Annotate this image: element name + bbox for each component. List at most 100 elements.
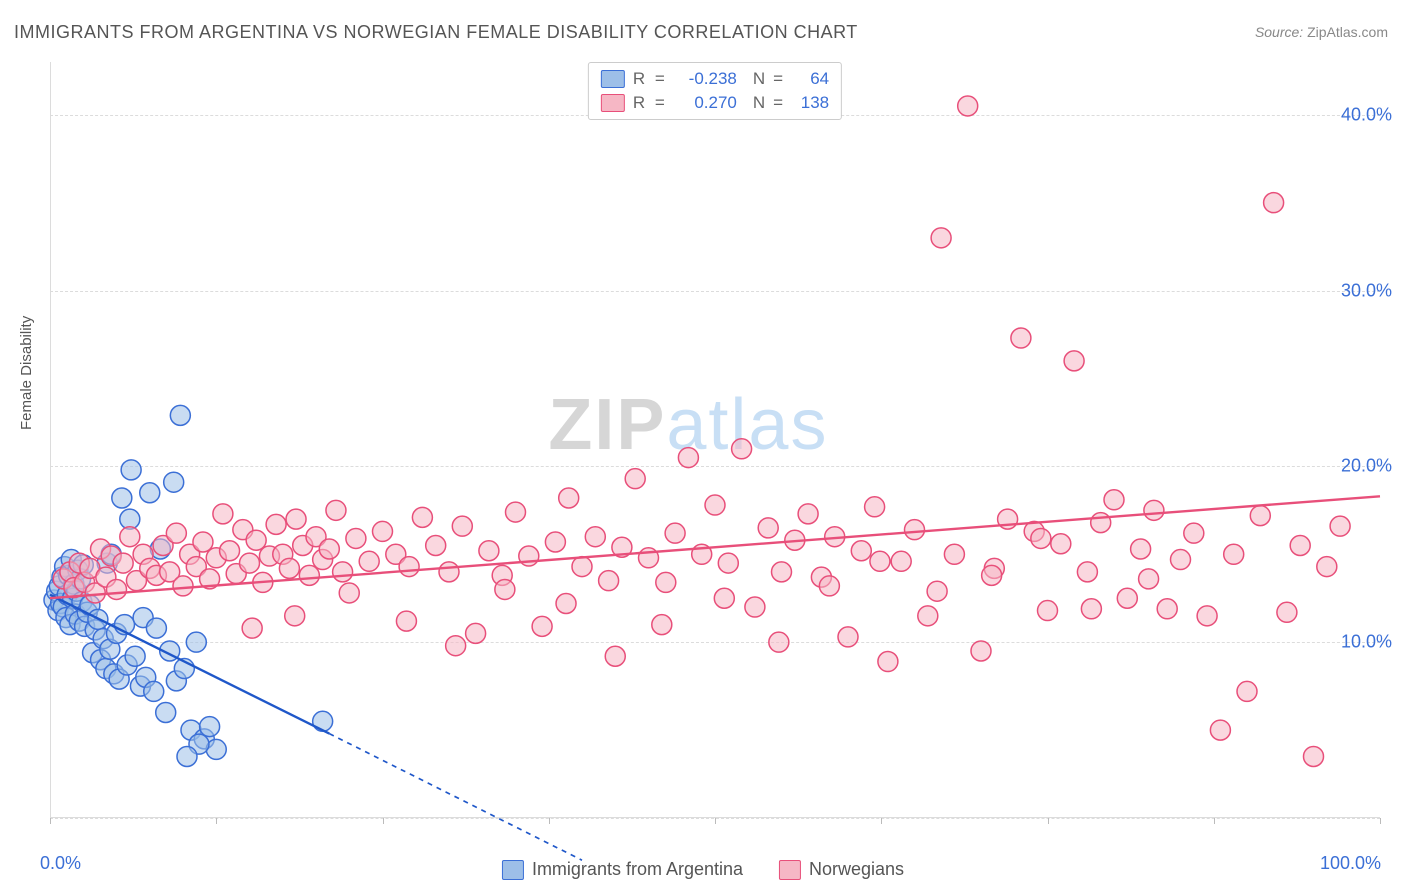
data-point-norwegians [326,500,346,520]
data-point-norwegians [479,541,499,561]
data-point-norwegians [426,535,446,555]
data-point-norwegians [373,521,393,541]
y-tick-label: 20.0% [1341,456,1392,477]
y-axis-label: Female Disability [18,316,35,430]
data-point-norwegians [213,504,233,524]
data-point-norwegians [396,611,416,631]
data-point-argentina [125,646,145,666]
data-point-norwegians [1104,490,1124,510]
data-point-norwegians [652,615,672,635]
data-point-norwegians [732,439,752,459]
data-point-argentina [313,711,333,731]
data-point-argentina [170,405,190,425]
x-tick [383,818,384,824]
data-point-norwegians [572,557,592,577]
data-point-norwegians [678,448,698,468]
data-point-norwegians [656,572,676,592]
data-point-norwegians [242,618,262,638]
data-point-norwegians [971,641,991,661]
data-point-norwegians [359,551,379,571]
data-point-argentina [164,472,184,492]
regression-line-dashed-argentina [329,734,582,861]
data-point-norwegians [1064,351,1084,371]
data-point-norwegians [714,588,734,608]
data-point-norwegians [173,576,193,596]
data-point-norwegians [113,553,133,573]
data-point-norwegians [346,528,366,548]
data-point-norwegians [246,530,266,550]
data-point-norwegians [166,523,186,543]
data-point-norwegians [299,565,319,585]
data-point-argentina [156,703,176,723]
data-point-norwegians [705,495,725,515]
data-point-norwegians [870,551,890,571]
data-point-norwegians [1157,599,1177,619]
data-point-norwegians [891,551,911,571]
x-tick-label: 0.0% [40,853,81,874]
x-tick [50,818,51,824]
series-legend: Immigrants from Argentina Norwegians [502,859,904,880]
data-point-norwegians [1011,328,1031,348]
data-point-norwegians [399,557,419,577]
y-tick-label: 30.0% [1341,280,1392,301]
data-point-norwegians [506,502,526,522]
data-point-norwegians [905,520,925,540]
data-point-norwegians [120,527,140,547]
legend-row-argentina: R= -0.238 N= 64 [601,67,829,91]
data-point-norwegians [495,579,515,599]
data-point-norwegians [1330,516,1350,536]
legend-swatch-norwegians [601,94,625,112]
source-name: ZipAtlas.com [1307,24,1388,40]
data-point-norwegians [1210,720,1230,740]
legend-item-norwegians: Norwegians [779,859,904,880]
data-point-norwegians [798,504,818,524]
y-tick-label: 40.0% [1341,104,1392,125]
data-point-norwegians [1171,550,1191,570]
scatter-plot-svg [50,62,1380,818]
r-value-norwegians: 0.270 [675,91,737,115]
data-point-argentina [146,618,166,638]
correlation-legend: R= -0.238 N= 64 R= 0.270 N= 138 [588,62,842,120]
x-tick [1214,818,1215,824]
data-point-norwegians [605,646,625,666]
n-value-argentina: 64 [793,67,829,91]
data-point-norwegians [559,488,579,508]
data-point-norwegians [599,571,619,591]
data-point-norwegians [585,527,605,547]
data-point-norwegians [1139,569,1159,589]
data-point-norwegians [1224,544,1244,564]
data-point-norwegians [931,228,951,248]
data-point-norwegians [1237,681,1257,701]
legend-bottom-swatch-norwegians [779,860,801,880]
data-point-norwegians [918,606,938,626]
data-point-norwegians [532,616,552,636]
data-point-norwegians [285,606,305,626]
data-point-norwegians [1038,601,1058,621]
data-point-argentina [144,681,164,701]
data-point-norwegians [279,558,299,578]
data-point-norwegians [865,497,885,517]
data-point-norwegians [772,562,792,582]
data-point-norwegians [838,627,858,647]
data-point-norwegians [466,623,486,643]
data-point-norwegians [1264,193,1284,213]
data-point-norwegians [927,581,947,601]
data-point-norwegians [1277,602,1297,622]
data-point-norwegians [1051,534,1071,554]
n-value-norwegians: 138 [793,91,829,115]
legend-row-norwegians: R= 0.270 N= 138 [601,91,829,115]
data-point-norwegians [944,544,964,564]
legend-item-argentina: Immigrants from Argentina [502,859,743,880]
x-tick [1048,818,1049,824]
data-point-norwegians [745,597,765,617]
legend-label-argentina: Immigrants from Argentina [532,859,743,880]
chart-area: ZIPatlas R= -0.238 N= 64 R= 0.270 N= 138 [50,62,1380,818]
source-label: Source: [1255,24,1303,40]
data-point-norwegians [1317,557,1337,577]
data-point-norwegians [446,636,466,656]
data-point-norwegians [1304,746,1324,766]
data-point-norwegians [1290,535,1310,555]
x-tick [1380,818,1381,824]
data-point-norwegians [758,518,778,538]
data-point-norwegians [1031,528,1051,548]
